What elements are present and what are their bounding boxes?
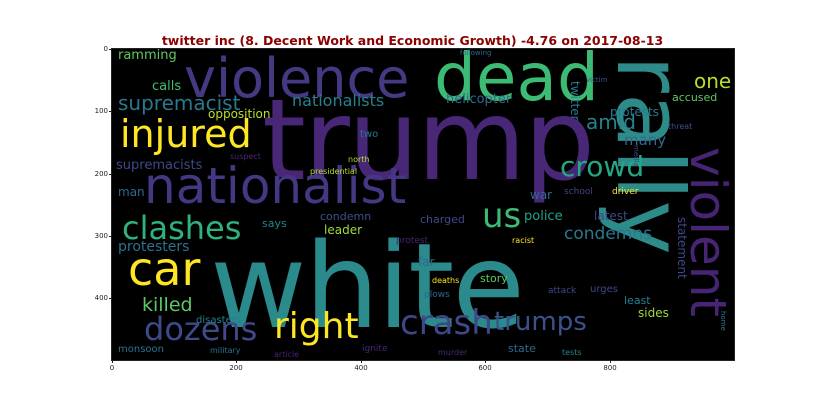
word-helicopter: helicopter [446, 92, 512, 107]
y-tick-mark [109, 111, 112, 112]
word-condemns: condemns [564, 224, 652, 244]
word-opposition: opposition [208, 107, 271, 121]
word-north: north [348, 155, 370, 164]
word-trump: trump [262, 76, 595, 206]
word-twitter: twitter [568, 81, 582, 121]
x-tick-mark [485, 360, 486, 363]
x-tick-mark [361, 360, 362, 363]
y-tick-label: 0 [103, 45, 108, 53]
word-suspect: suspect [230, 152, 261, 161]
word-two: two [360, 129, 379, 140]
x-tick-label: 600 [478, 364, 492, 372]
word-police: police [524, 209, 563, 224]
word-one: one [694, 69, 732, 93]
word-white: white [210, 217, 525, 355]
word-story: story [480, 272, 508, 285]
word-violence: violence [184, 49, 410, 110]
word-tests: tests [562, 348, 582, 357]
word-crash: crash [400, 303, 493, 343]
x-tick-label: 800 [603, 364, 617, 372]
word-man: man [118, 185, 145, 199]
word-protesters: protesters [118, 239, 190, 255]
word-nationalists: nationalists [292, 91, 385, 110]
word-crowd: crowd [560, 150, 645, 183]
word-supremacist: supremacist [118, 91, 241, 115]
x-tick-label: 0 [109, 364, 115, 372]
x-tick-mark [112, 360, 113, 363]
y-tick-label: 400 [94, 294, 108, 302]
y-tick-mark [109, 49, 112, 50]
word-protest: protest [396, 236, 429, 246]
word-nationalist: nationalist [144, 157, 407, 215]
x-tick-mark [610, 360, 611, 363]
word-condemn: condemn [320, 210, 372, 223]
word-killed: killed [142, 294, 193, 316]
word-dead: dead [434, 49, 599, 116]
word-accused: accused [672, 91, 718, 104]
y-tick-label: 100 [94, 107, 108, 115]
y-tick-mark [109, 174, 112, 175]
word-media: media [632, 145, 640, 167]
word-disasters: disasters [196, 315, 242, 326]
word-leader: leader [324, 223, 363, 237]
word-deaths: deaths [432, 276, 460, 285]
word-protests: protests [610, 105, 659, 119]
chart-title: twitter inc (8. Decent Work and Economic… [161, 33, 664, 48]
word-driver: driver [612, 187, 639, 197]
word-military: military [210, 346, 241, 355]
word-state: state [508, 342, 536, 355]
word-dozens: dozens [144, 310, 258, 348]
x-tick-label: 200 [229, 364, 243, 372]
word-cloud-image: white trump rally dead violence national… [111, 48, 735, 361]
word-war: war [530, 188, 553, 202]
word-clashes: clashes [122, 209, 242, 247]
word-attack: attack [548, 286, 577, 296]
word-trumps: trumps [494, 307, 587, 337]
word-ignite: ignite [362, 344, 388, 354]
word-injured: injured [120, 112, 252, 156]
word-amid: amid [586, 110, 636, 134]
word-murder: murder [438, 348, 468, 357]
word-right: right [274, 306, 359, 347]
y-tick-mark [109, 298, 112, 299]
word-us: us [482, 196, 522, 236]
x-tick-label: 400 [354, 364, 368, 372]
word-presidential: presidential [310, 167, 358, 176]
word-home: home [719, 311, 727, 331]
word-charged: charged [420, 213, 465, 226]
word-latest: latest [594, 209, 628, 223]
x-tick-mark [236, 360, 237, 363]
word-says: says [262, 217, 287, 230]
word-plows: plows [424, 290, 450, 300]
y-tick-label: 300 [94, 232, 108, 240]
word-least: least [624, 294, 651, 307]
word-school: school [564, 187, 593, 197]
word-victim: victim [586, 76, 608, 84]
word-ramming: ramming [118, 49, 177, 63]
word-car: car [128, 242, 201, 296]
word-following: following [460, 49, 492, 57]
word-monsoon: monsoon [118, 344, 164, 355]
word-many: many [624, 131, 667, 149]
word-calls: calls [152, 79, 182, 94]
y-tick-mark [109, 236, 112, 237]
word-violent: violent [679, 147, 734, 318]
word-supremacists: supremacists [116, 158, 203, 173]
word-far: far [418, 255, 435, 269]
word-sides: sides [638, 306, 669, 320]
word-threat: threat [668, 122, 693, 131]
word-urges: urges [590, 284, 618, 295]
word-racist: racist [512, 236, 535, 245]
y-tick-label: 200 [94, 170, 108, 178]
word-statement: statement [675, 217, 689, 279]
word-article: article [274, 350, 300, 359]
